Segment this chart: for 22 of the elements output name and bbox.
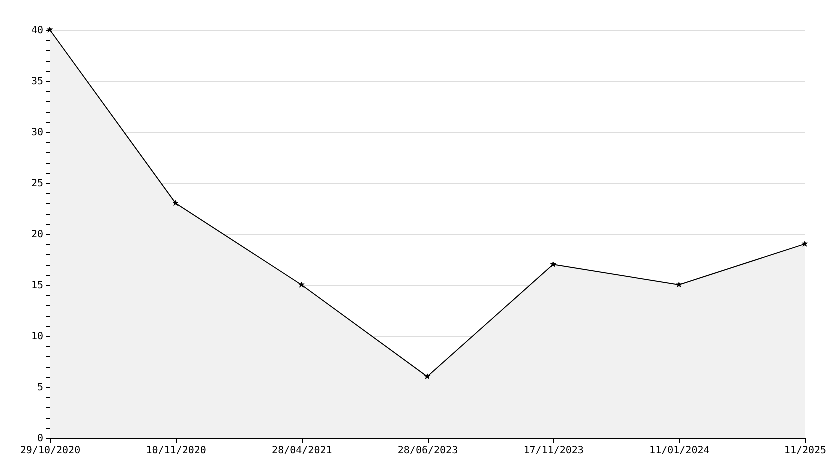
y-tick-label: 15: [31, 280, 44, 292]
x-tick-label: 10/11/2020: [146, 446, 206, 456]
x-tick-label: 11/01/2024: [650, 446, 710, 456]
point: [802, 241, 808, 248]
x-tick-label: 29/10/2020: [20, 446, 81, 456]
y-tick-label: 20: [31, 230, 44, 240]
y-tick-label: 0: [37, 434, 44, 444]
y-tick-label: 35: [31, 76, 44, 88]
point: [298, 282, 305, 288]
x-tick-label: 11/2025: [784, 446, 827, 456]
y-tick-label: 25: [31, 178, 44, 190]
y-tick-label: 40: [31, 26, 44, 36]
x-tick-label: 28/04/2021: [272, 446, 332, 456]
y-tick-label: 30: [31, 128, 44, 138]
y-tick-label: 10: [31, 332, 44, 342]
point: [172, 200, 179, 206]
x-tick-label: 28/06/2023: [398, 446, 458, 456]
point: [550, 261, 556, 268]
x-tick-label: 17/11/2023: [524, 446, 584, 456]
point: [676, 282, 682, 288]
y-tick-label: 5: [37, 382, 44, 394]
point: [424, 374, 431, 380]
